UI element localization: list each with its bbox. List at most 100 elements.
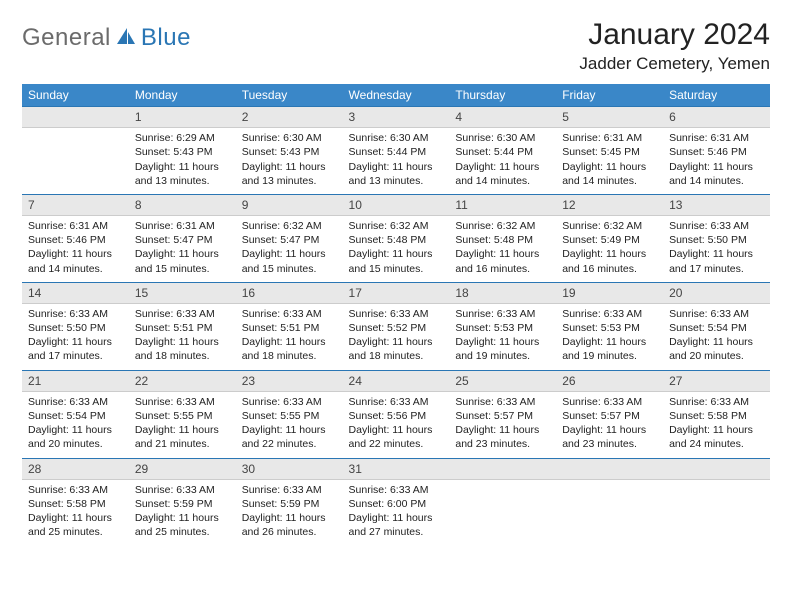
- sunset-text: Sunset: 5:49 PM: [562, 233, 657, 247]
- calendar-day-cell: 17Sunrise: 6:33 AMSunset: 5:52 PMDayligh…: [343, 282, 450, 370]
- location-label: Jadder Cemetery, Yemen: [579, 54, 770, 74]
- calendar-day-cell: 30Sunrise: 6:33 AMSunset: 5:59 PMDayligh…: [236, 458, 343, 546]
- day-content: Sunrise: 6:31 AMSunset: 5:45 PMDaylight:…: [556, 128, 663, 194]
- day-number: 21: [22, 370, 129, 392]
- day-number: 10: [343, 194, 450, 216]
- calendar-table: Sunday Monday Tuesday Wednesday Thursday…: [22, 84, 770, 545]
- day-content: Sunrise: 6:33 AMSunset: 5:53 PMDaylight:…: [556, 304, 663, 370]
- day-number: 27: [663, 370, 770, 392]
- daylight-text: Daylight: 11 hours and 19 minutes.: [562, 335, 657, 363]
- calendar-week-row: 21Sunrise: 6:33 AMSunset: 5:54 PMDayligh…: [22, 370, 770, 458]
- sunrise-text: Sunrise: 6:33 AM: [28, 483, 123, 497]
- calendar-day-cell: 11Sunrise: 6:32 AMSunset: 5:48 PMDayligh…: [449, 194, 556, 282]
- sunrise-text: Sunrise: 6:29 AM: [135, 131, 230, 145]
- sunrise-text: Sunrise: 6:30 AM: [242, 131, 337, 145]
- day-number: 24: [343, 370, 450, 392]
- calendar-day-cell: 6Sunrise: 6:31 AMSunset: 5:46 PMDaylight…: [663, 106, 770, 194]
- sunrise-text: Sunrise: 6:33 AM: [349, 483, 444, 497]
- sunrise-text: Sunrise: 6:31 AM: [562, 131, 657, 145]
- calendar-day-cell: 26Sunrise: 6:33 AMSunset: 5:57 PMDayligh…: [556, 370, 663, 458]
- sunset-text: Sunset: 5:57 PM: [455, 409, 550, 423]
- day-header: Monday: [129, 84, 236, 106]
- daylight-text: Daylight: 11 hours and 23 minutes.: [562, 423, 657, 451]
- calendar-day-cell: 8Sunrise: 6:31 AMSunset: 5:47 PMDaylight…: [129, 194, 236, 282]
- sunrise-text: Sunrise: 6:33 AM: [28, 307, 123, 321]
- day-number: 14: [22, 282, 129, 304]
- day-number: 1: [129, 106, 236, 128]
- day-content: Sunrise: 6:33 AMSunset: 5:54 PMDaylight:…: [663, 304, 770, 370]
- daylight-text: Daylight: 11 hours and 22 minutes.: [349, 423, 444, 451]
- calendar-day-cell: 10Sunrise: 6:32 AMSunset: 5:48 PMDayligh…: [343, 194, 450, 282]
- day-number: [449, 458, 556, 480]
- day-header: Tuesday: [236, 84, 343, 106]
- sunrise-text: Sunrise: 6:33 AM: [242, 483, 337, 497]
- calendar-day-cell: [22, 106, 129, 194]
- sunset-text: Sunset: 5:53 PM: [455, 321, 550, 335]
- sunrise-text: Sunrise: 6:32 AM: [349, 219, 444, 233]
- sunset-text: Sunset: 5:51 PM: [242, 321, 337, 335]
- sunset-text: Sunset: 5:44 PM: [455, 145, 550, 159]
- day-content: Sunrise: 6:33 AMSunset: 5:55 PMDaylight:…: [236, 392, 343, 458]
- sunrise-text: Sunrise: 6:32 AM: [562, 219, 657, 233]
- day-number: 20: [663, 282, 770, 304]
- day-number: 12: [556, 194, 663, 216]
- sunrise-text: Sunrise: 6:33 AM: [135, 483, 230, 497]
- daylight-text: Daylight: 11 hours and 14 minutes.: [28, 247, 123, 275]
- day-number: [556, 458, 663, 480]
- day-content: Sunrise: 6:32 AMSunset: 5:48 PMDaylight:…: [343, 216, 450, 282]
- calendar-day-cell: 25Sunrise: 6:33 AMSunset: 5:57 PMDayligh…: [449, 370, 556, 458]
- daylight-text: Daylight: 11 hours and 25 minutes.: [135, 511, 230, 539]
- daylight-text: Daylight: 11 hours and 14 minutes.: [455, 160, 550, 188]
- day-header: Thursday: [449, 84, 556, 106]
- day-header-row: Sunday Monday Tuesday Wednesday Thursday…: [22, 84, 770, 106]
- daylight-text: Daylight: 11 hours and 20 minutes.: [669, 335, 764, 363]
- day-content: Sunrise: 6:32 AMSunset: 5:48 PMDaylight:…: [449, 216, 556, 282]
- day-content: Sunrise: 6:33 AMSunset: 5:59 PMDaylight:…: [129, 480, 236, 546]
- sunset-text: Sunset: 5:46 PM: [669, 145, 764, 159]
- calendar-day-cell: 28Sunrise: 6:33 AMSunset: 5:58 PMDayligh…: [22, 458, 129, 546]
- day-number: 7: [22, 194, 129, 216]
- sunrise-text: Sunrise: 6:30 AM: [349, 131, 444, 145]
- day-number: 31: [343, 458, 450, 480]
- day-header: Wednesday: [343, 84, 450, 106]
- day-number: 26: [556, 370, 663, 392]
- page-header: General Blue January 2024 Jadder Cemeter…: [22, 18, 770, 74]
- day-number: 6: [663, 106, 770, 128]
- sunrise-text: Sunrise: 6:33 AM: [455, 307, 550, 321]
- day-number: 17: [343, 282, 450, 304]
- daylight-text: Daylight: 11 hours and 23 minutes.: [455, 423, 550, 451]
- sunrise-text: Sunrise: 6:33 AM: [669, 219, 764, 233]
- day-content: Sunrise: 6:33 AMSunset: 5:50 PMDaylight:…: [22, 304, 129, 370]
- day-content: Sunrise: 6:30 AMSunset: 5:43 PMDaylight:…: [236, 128, 343, 194]
- daylight-text: Daylight: 11 hours and 16 minutes.: [562, 247, 657, 275]
- calendar-day-cell: 18Sunrise: 6:33 AMSunset: 5:53 PMDayligh…: [449, 282, 556, 370]
- sunset-text: Sunset: 5:47 PM: [135, 233, 230, 247]
- daylight-text: Daylight: 11 hours and 25 minutes.: [28, 511, 123, 539]
- calendar-day-cell: 27Sunrise: 6:33 AMSunset: 5:58 PMDayligh…: [663, 370, 770, 458]
- sunset-text: Sunset: 5:50 PM: [28, 321, 123, 335]
- day-content: Sunrise: 6:31 AMSunset: 5:46 PMDaylight:…: [663, 128, 770, 194]
- calendar-day-cell: 31Sunrise: 6:33 AMSunset: 6:00 PMDayligh…: [343, 458, 450, 546]
- brand-text-2: Blue: [141, 24, 191, 52]
- day-content: Sunrise: 6:33 AMSunset: 5:52 PMDaylight:…: [343, 304, 450, 370]
- sunrise-text: Sunrise: 6:33 AM: [669, 395, 764, 409]
- calendar-day-cell: 1Sunrise: 6:29 AMSunset: 5:43 PMDaylight…: [129, 106, 236, 194]
- daylight-text: Daylight: 11 hours and 27 minutes.: [349, 511, 444, 539]
- sunrise-text: Sunrise: 6:31 AM: [135, 219, 230, 233]
- sunrise-text: Sunrise: 6:33 AM: [349, 307, 444, 321]
- daylight-text: Daylight: 11 hours and 18 minutes.: [135, 335, 230, 363]
- day-number: 8: [129, 194, 236, 216]
- daylight-text: Daylight: 11 hours and 13 minutes.: [242, 160, 337, 188]
- sunset-text: Sunset: 5:56 PM: [349, 409, 444, 423]
- sunset-text: Sunset: 5:50 PM: [669, 233, 764, 247]
- day-content: Sunrise: 6:33 AMSunset: 5:50 PMDaylight:…: [663, 216, 770, 282]
- calendar-day-cell: 3Sunrise: 6:30 AMSunset: 5:44 PMDaylight…: [343, 106, 450, 194]
- day-number: 22: [129, 370, 236, 392]
- calendar-day-cell: [663, 458, 770, 546]
- daylight-text: Daylight: 11 hours and 15 minutes.: [349, 247, 444, 275]
- day-content: Sunrise: 6:33 AMSunset: 5:55 PMDaylight:…: [129, 392, 236, 458]
- sunset-text: Sunset: 5:44 PM: [349, 145, 444, 159]
- sunrise-text: Sunrise: 6:30 AM: [455, 131, 550, 145]
- day-number: 11: [449, 194, 556, 216]
- sunset-text: Sunset: 5:58 PM: [28, 497, 123, 511]
